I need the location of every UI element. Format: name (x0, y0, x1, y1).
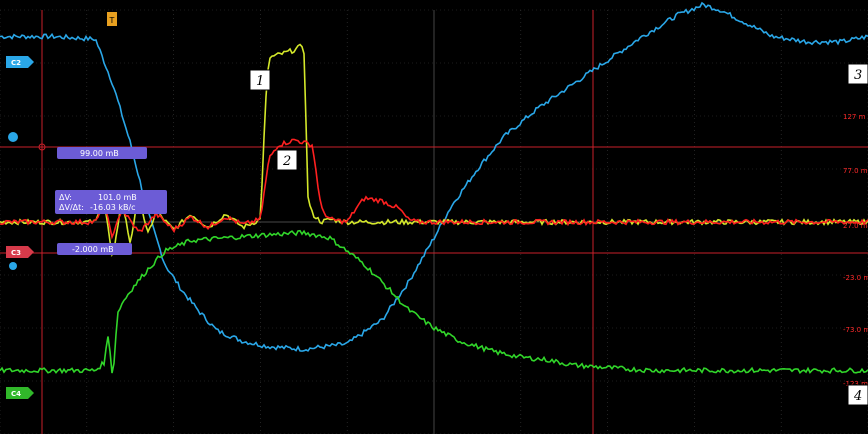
callout-1: 1 (249, 69, 271, 91)
scale-labels: 127 m 77.0 m 27.0 m -23.0 m -73.0 m -123… (843, 113, 868, 388)
trace-c4 (0, 229, 868, 375)
scale-label: -123 m (843, 380, 868, 388)
trigger-marker[interactable]: T (107, 12, 117, 26)
channel-tab-c4[interactable]: C4 (6, 387, 34, 399)
ref-marker-blue[interactable] (8, 132, 18, 142)
cursor-level-text: 99.00 mB (80, 149, 119, 158)
cursor-handle[interactable] (38, 143, 46, 151)
callout-3-text: 3 (854, 68, 862, 83)
callout-4: 4 (847, 384, 868, 406)
ratio-label: ΔV/Δt: (59, 203, 84, 212)
scale-label: 77.0 m (843, 167, 868, 175)
callout-3: 3 (847, 63, 868, 85)
cursor-level-box[interactable]: 99.00 mB (57, 147, 147, 159)
scale-label: -73.0 m (843, 326, 868, 334)
callout-4-text: 4 (853, 389, 862, 404)
cursor-delta-box: ΔV: 101.0 mB ΔV/Δt: -16.03 kB/c (55, 190, 167, 214)
channel-tab-c2-label: C2 (11, 59, 21, 67)
svg-text:T: T (109, 16, 115, 25)
ratio-value: -16.03 kB/c (90, 203, 136, 212)
trace-series-2 (0, 43, 868, 258)
channel-tab-c4-label: C4 (11, 390, 21, 398)
channel-tab-c3[interactable]: C3 (6, 246, 34, 258)
scale-label: -23.0 m (843, 274, 868, 282)
channel-tab-c2[interactable]: C2 (6, 56, 34, 68)
cursor-offset-text: -2.000 mB (72, 245, 114, 254)
cursor-offset-box[interactable]: -2.000 mB (57, 243, 132, 255)
callout-1-text: 1 (256, 74, 264, 89)
scale-label: 127 m (843, 113, 866, 121)
trace-c3 (0, 138, 868, 240)
delta-v-value: 101.0 mB (98, 193, 137, 202)
channel-tab-c3-label: C3 (11, 249, 21, 257)
ref-marker-blue-2[interactable] (9, 262, 17, 270)
scale-label: 27.0 m (843, 222, 868, 230)
callout-2-text: 2 (282, 154, 291, 169)
callout-2: 2 (276, 149, 298, 171)
delta-v-label: ΔV: (59, 193, 72, 202)
